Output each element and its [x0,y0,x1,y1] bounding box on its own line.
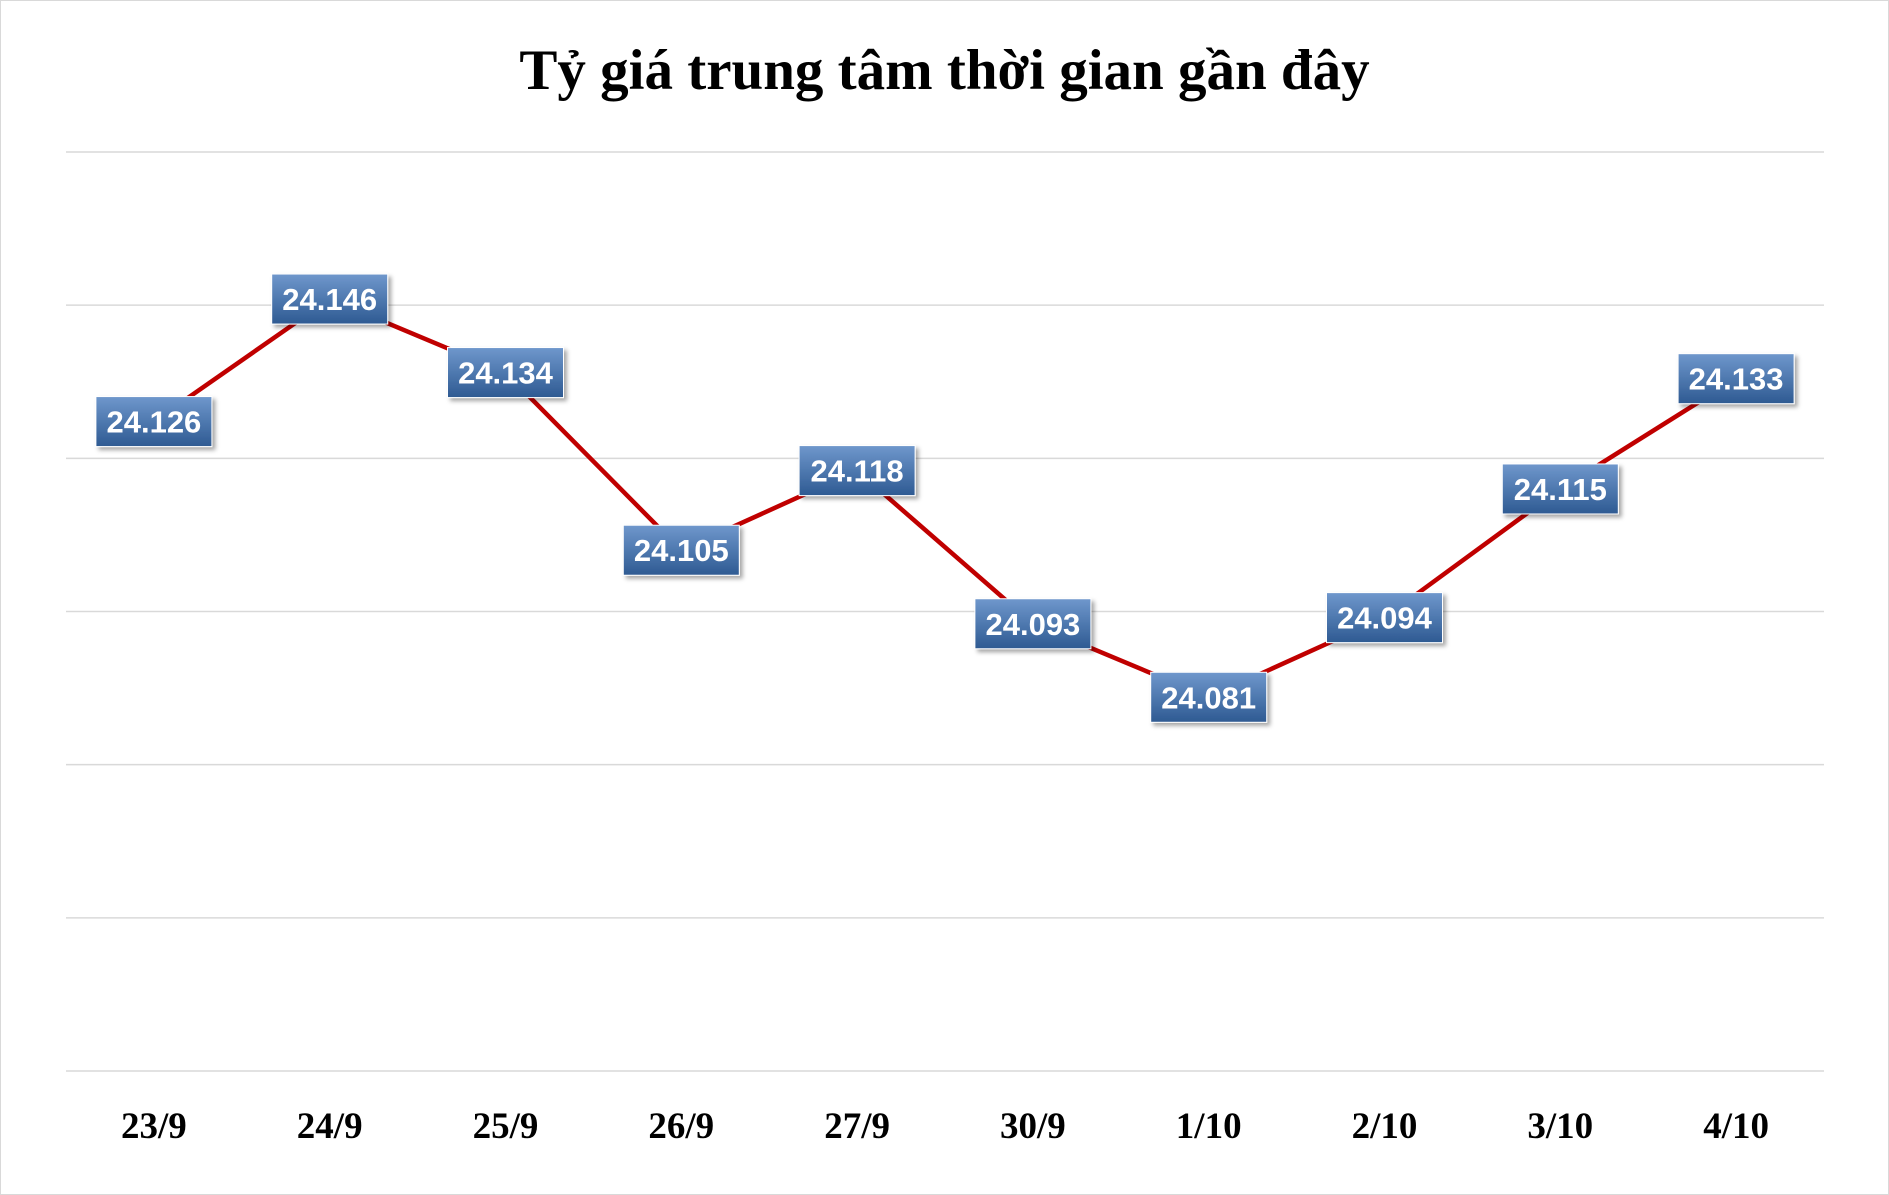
data-label: 24.093 [974,598,1092,650]
data-label: 24.094 [1326,592,1443,644]
data-label-box [974,598,1092,650]
data-label-box [1150,671,1268,723]
x-tick-label: 25/9 [473,1106,539,1147]
data-label-text: 24.133 [1689,362,1784,397]
data-label-text: 24.081 [1161,680,1256,715]
data-label-text: 24.094 [1337,601,1433,636]
data-label-box [798,445,916,497]
data-label: 24.118 [798,445,916,497]
x-tick-label: 30/9 [1000,1106,1066,1147]
data-label: 24.134 [447,347,564,399]
data-label: 24.105 [622,524,740,576]
data-labels: 24.126 24.146 24.134 24.105 24.118 24.093 24.0… [95,273,1795,723]
x-tick-label: 26/9 [648,1106,714,1147]
x-axis-labels: 23/9 24/9 25/9 26/9 27/9 30/9 1/10 2/10 3/10 4/10 [121,1106,1769,1147]
data-label-text: 24.118 [811,454,904,489]
x-tick-label: 24/9 [297,1106,363,1147]
data-label-text: 24.115 [1514,472,1607,507]
data-label-text: 24.134 [458,356,554,391]
data-label: 24.133 [1677,353,1795,405]
data-label: 24.126 [95,396,213,448]
data-label-box [622,524,740,576]
data-label: 24.146 [271,273,389,325]
x-tick-label: 4/10 [1703,1106,1769,1147]
data-label-box [1501,463,1619,515]
series-line [152,296,1738,700]
data-label-box [95,396,213,448]
data-label-box [1326,592,1443,644]
data-label-box [1677,353,1795,405]
x-tick-label: 2/10 [1352,1106,1418,1147]
x-tick-label: 27/9 [824,1106,890,1147]
x-tick-label: 1/10 [1176,1106,1242,1147]
data-label-text: 24.093 [985,607,1080,642]
x-tick-label: 3/10 [1527,1106,1593,1147]
data-label-box [447,347,564,399]
series-line-layer [152,296,1738,700]
data-label: 24.081 [1150,671,1268,723]
data-label-text: 24.126 [106,405,201,440]
data-label: 24.115 [1501,463,1619,515]
x-tick-label: 23/9 [121,1106,187,1147]
data-label-text: 24.105 [634,533,729,568]
data-label-box [271,273,389,325]
chart-title: Tỷ giá trung tâm thời gian gần đây [519,39,1370,102]
data-label-text: 24.146 [282,282,377,317]
